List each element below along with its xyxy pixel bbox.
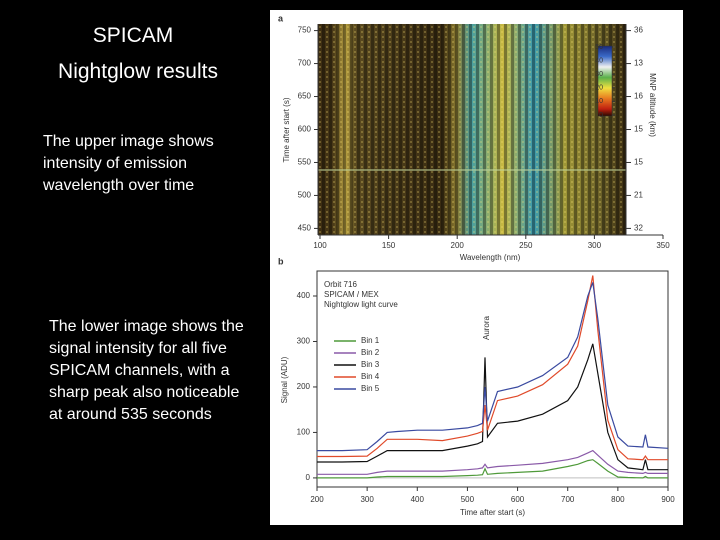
- y2-tick-label: 21: [634, 191, 643, 200]
- x-tick-label: 150: [382, 241, 396, 250]
- panel-label: a: [278, 13, 284, 23]
- y2-tick-label: 36: [634, 26, 643, 35]
- x-tick-label: 400: [411, 495, 425, 504]
- y2-tick-label: 16: [634, 92, 643, 101]
- x-tick-label: 300: [588, 241, 602, 250]
- legend-label: Bin 5: [361, 384, 380, 393]
- y-tick-label: 400: [297, 291, 311, 300]
- y-axis-title: Time after start (s): [282, 97, 291, 162]
- series-line: [317, 275, 668, 461]
- y-tick-label: 700: [298, 59, 312, 68]
- x-tick-label: 200: [310, 495, 324, 504]
- legend-label: Bin 2: [361, 348, 380, 357]
- legend-label: Bin 4: [361, 372, 380, 381]
- y-tick-label: 100: [297, 428, 311, 437]
- annotation: Nightglow light curve: [324, 300, 398, 309]
- heatmap-texture: [318, 24, 626, 235]
- x-tick-label: 900: [661, 495, 675, 504]
- x-tick-label: 200: [451, 241, 465, 250]
- x-axis-title: Time after start (s): [460, 508, 525, 517]
- y-axis-title: Signal (ADU): [280, 356, 289, 403]
- y-tick-label: 0: [306, 473, 311, 482]
- series-line: [317, 282, 669, 452]
- x-tick-label: 350: [656, 241, 670, 250]
- colorbar-tick-label: 40: [595, 57, 603, 64]
- series-line: [317, 459, 668, 479]
- series-line: [317, 449, 668, 475]
- y-tick-label: 600: [298, 125, 312, 134]
- y2-axis-title: MNP altitude (km): [648, 73, 657, 137]
- x-tick-label: 100: [313, 241, 327, 250]
- x-tick-label: 700: [561, 495, 575, 504]
- colorbar-tick-label: 20: [595, 85, 603, 92]
- x-tick-label: 600: [511, 495, 525, 504]
- y-tick-label: 300: [297, 337, 311, 346]
- panel-label: b: [278, 256, 284, 266]
- y2-tick-label: 32: [634, 224, 643, 233]
- text-upper: The upper image shows intensity of emiss…: [43, 133, 214, 194]
- y2-tick-label: 15: [634, 158, 643, 167]
- text-lower: The lower image shows the signal intensi…: [49, 318, 244, 423]
- series-line: [317, 343, 668, 471]
- colorbar-tick-label: 30: [595, 71, 603, 78]
- y-tick-label: 750: [298, 26, 312, 35]
- colorbar: [597, 45, 613, 117]
- legend-label: Bin 1: [361, 336, 380, 345]
- colorbar-tick-label: 10: [595, 98, 603, 105]
- slide-title: SPICAM: [92, 24, 174, 47]
- y-tick-label: 550: [298, 158, 312, 167]
- plot-frame: [316, 270, 669, 488]
- x-tick-label: 800: [611, 495, 625, 504]
- annotation: Orbit 716: [324, 280, 357, 289]
- x-tick-label: 500: [461, 495, 475, 504]
- y-tick-label: 650: [298, 92, 312, 101]
- colorbar-tick-label: 0: [599, 112, 603, 119]
- aurora-label: Aurora: [482, 315, 491, 340]
- colorbar-tick-label: 50: [595, 44, 603, 51]
- y2-tick-label: 13: [634, 59, 643, 68]
- y2-tick-label: 15: [634, 125, 643, 134]
- slide-subtitle: Nightglow results: [58, 60, 218, 83]
- y-tick-label: 500: [298, 191, 312, 200]
- x-tick-label: 250: [519, 241, 533, 250]
- annotation: SPICAM / MEX: [324, 290, 379, 299]
- y-tick-label: 450: [298, 224, 312, 233]
- legend-label: Bin 3: [361, 360, 380, 369]
- x-axis-title: Wavelength (nm): [460, 253, 521, 262]
- y-tick-label: 200: [297, 382, 311, 391]
- x-tick-label: 300: [360, 495, 374, 504]
